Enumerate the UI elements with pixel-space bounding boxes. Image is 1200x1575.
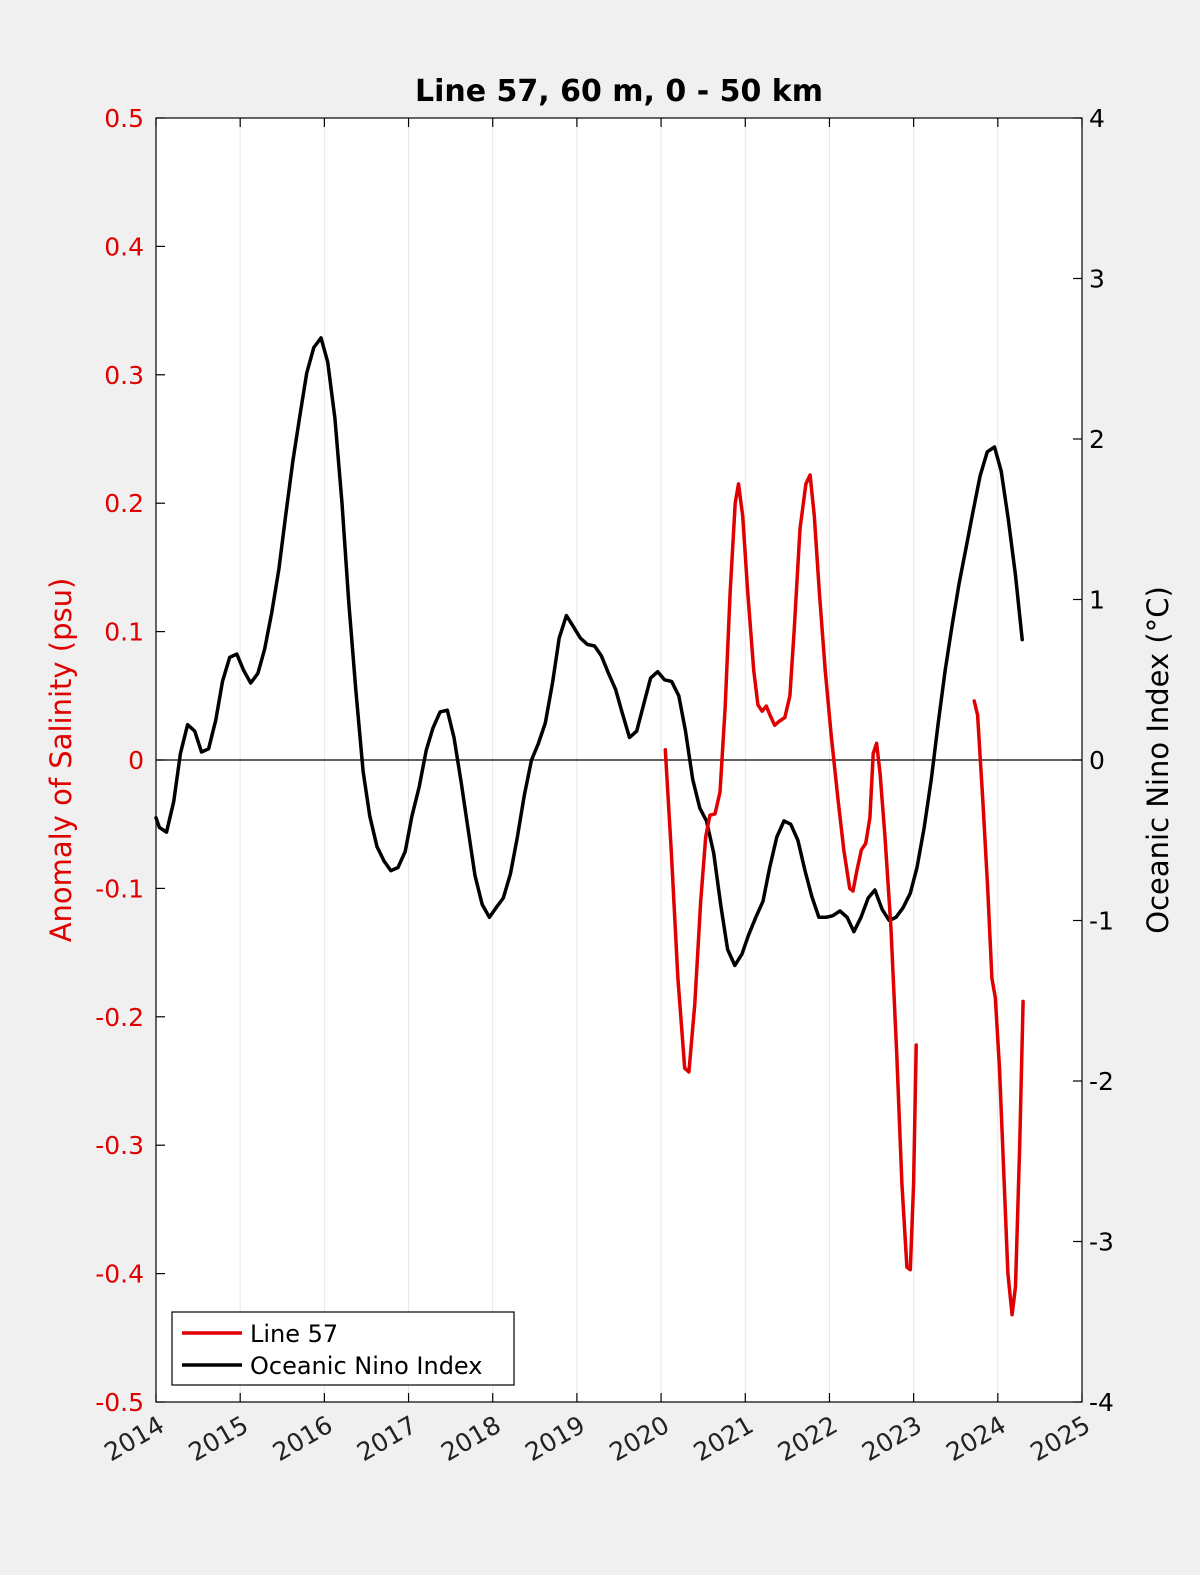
series-line-oceanic-nino-index-segment-1 — [154, 336, 1024, 968]
y-right-tick-label-2: 2 — [1089, 425, 1105, 454]
right-axis-ticks: 4 3 2 1 0 -1 -2 -3 -4 — [1073, 104, 1114, 1417]
y-right-tick-label-0: 0 — [1089, 746, 1105, 775]
x-tick-label-2025: 2025 — [1025, 1410, 1095, 1467]
y-axis-label-left: Anomaly of Salinity (psu) — [44, 578, 78, 943]
y-left-tick-label-0-2: -0.2 — [95, 1003, 144, 1032]
y-left-tick-label-0-3: 0.3 — [104, 361, 144, 390]
legend-box — [171, 1311, 515, 1386]
y-right-tick-label-3: 3 — [1089, 265, 1105, 294]
y-left-tick-label-0-1: -0.1 — [95, 874, 144, 903]
y-left-tick-label-0-5: 0.5 — [104, 104, 144, 133]
legend-label-line-57: Line 57 — [250, 1320, 338, 1348]
y-left-tick-label-0-4: 0.4 — [104, 232, 144, 261]
legend: Line 57 Oceanic Nino Index — [171, 1311, 515, 1386]
y-right-tick-label-3: -3 — [1089, 1228, 1114, 1257]
y-left-tick-label-0-5: -0.5 — [95, 1388, 144, 1417]
y-right-tick-label-1: 1 — [1089, 586, 1105, 615]
legend-label-oceanic-nino-index: Oceanic Nino Index — [250, 1352, 482, 1380]
left-axis-ticks: 0.5 0.4 0.3 0.2 0.1 0 -0.1 -0.2 -0.3 -0.4 -0.5 — [95, 104, 165, 1417]
y-left-tick-label-0-4: -0.4 — [95, 1260, 144, 1289]
y-left-tick-label-0: 0 — [128, 746, 144, 775]
x-tick-label-2017: 2017 — [352, 1410, 422, 1467]
y-left-tick-label-0-3: -0.3 — [95, 1131, 144, 1160]
y-left-tick-label-0-2: 0.2 — [104, 489, 144, 518]
x-tick-label-2021: 2021 — [689, 1410, 759, 1467]
chart-title: Line 57, 60 m, 0 - 50 km — [415, 74, 823, 109]
x-tick-label-2024: 2024 — [941, 1410, 1011, 1467]
y-right-tick-label-1: -1 — [1089, 907, 1114, 936]
x-tick-label-2022: 2022 — [773, 1410, 843, 1467]
x-tick-label-2023: 2023 — [857, 1410, 927, 1467]
y-left-tick-label-0-1: 0.1 — [104, 618, 144, 647]
y-axis-label-right: Oceanic Nino Index (°C) — [1141, 586, 1175, 934]
x-tick-label-2019: 2019 — [520, 1410, 590, 1467]
x-tick-label-2020: 2020 — [604, 1410, 674, 1467]
y-right-tick-label-2: -2 — [1089, 1067, 1114, 1096]
x-tick-label-2014: 2014 — [99, 1410, 169, 1467]
x-tick-label-2016: 2016 — [268, 1410, 338, 1467]
series-line-line-57-segment-2 — [972, 699, 1025, 1317]
y-right-tick-label-4: -4 — [1089, 1388, 1114, 1417]
x-tick-label-2015: 2015 — [184, 1410, 254, 1467]
series-line-line-57-segment-1 — [663, 473, 918, 1272]
series-layer — [154, 336, 1025, 1317]
x-tick-label-2018: 2018 — [436, 1410, 506, 1467]
y-right-tick-label-4: 4 — [1089, 104, 1105, 133]
